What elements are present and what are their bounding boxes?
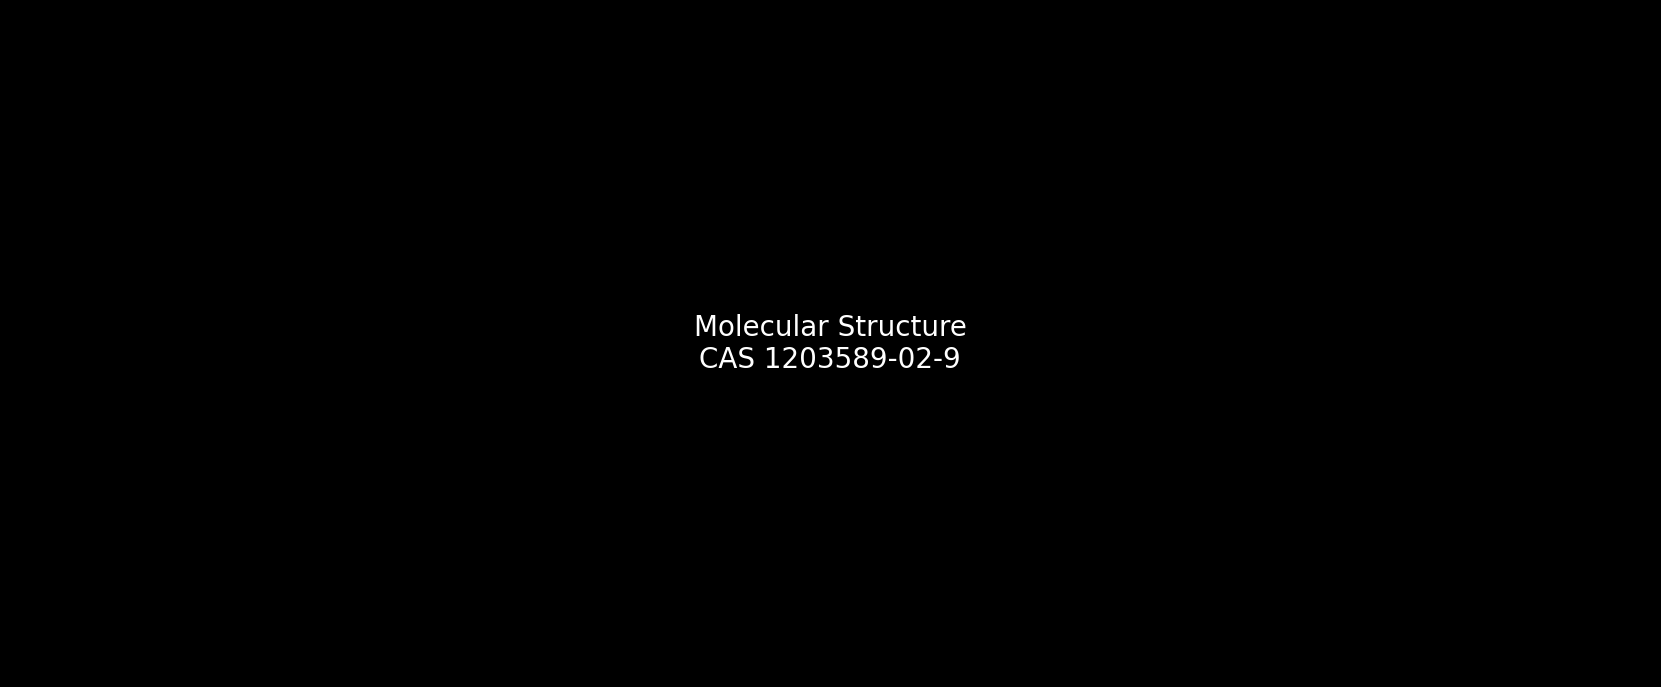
Text: Molecular Structure
CAS 1203589-02-9: Molecular Structure CAS 1203589-02-9 [694,314,967,374]
